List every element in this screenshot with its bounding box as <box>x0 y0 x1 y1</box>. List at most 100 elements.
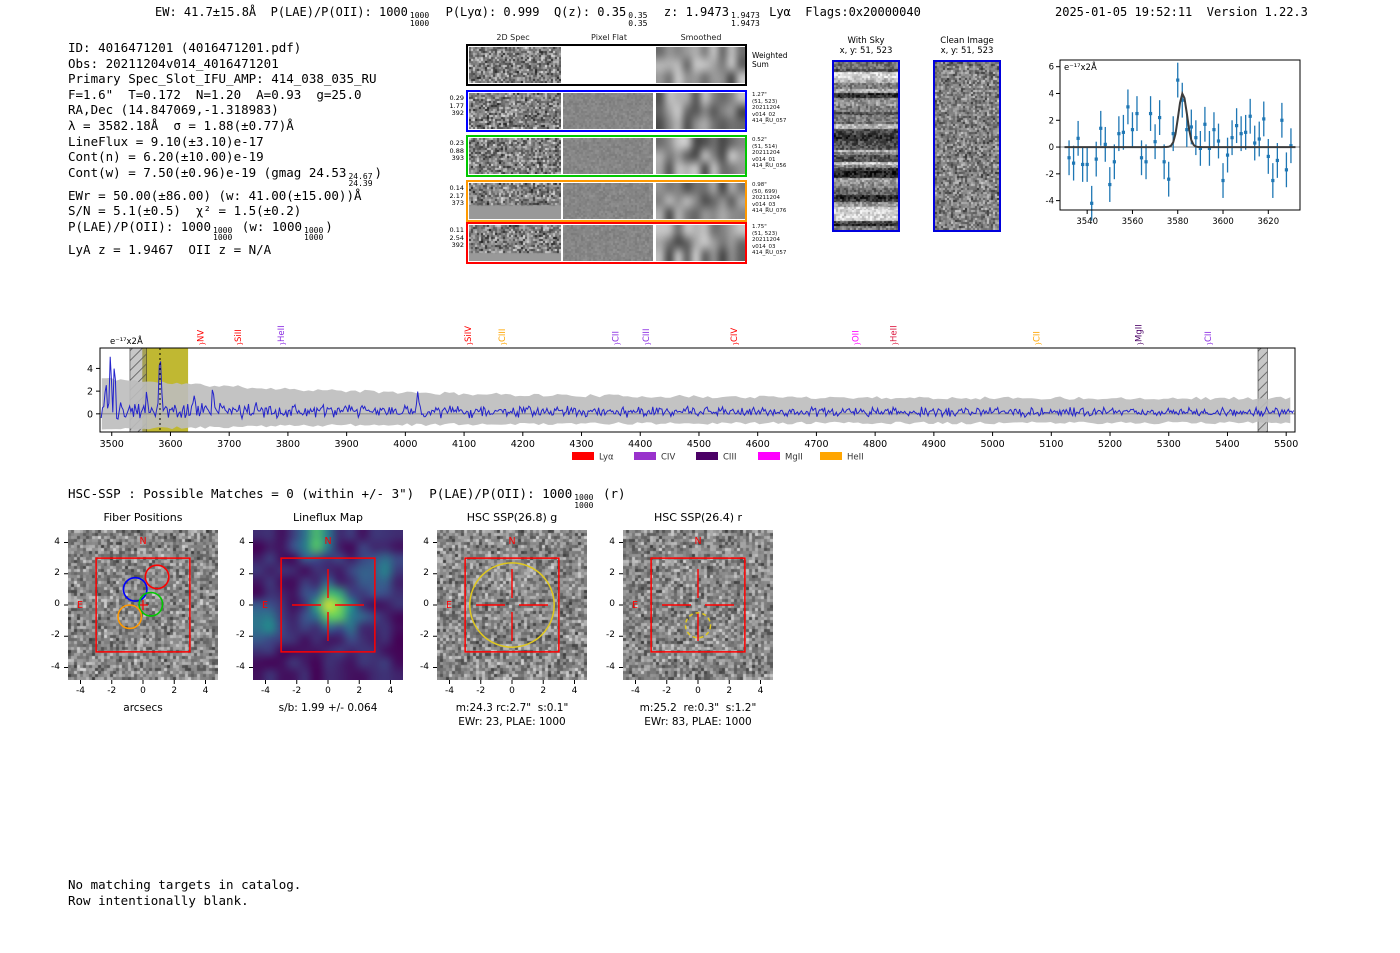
panel-xtick-label: 2 <box>540 686 547 696</box>
text-segment: F=1.6" T=0.172 N=1.20 A=0.93 g=25.0 <box>68 86 362 102</box>
grid-col-header: Pixel Flat <box>591 33 627 42</box>
fiber-id-text: 414_RU_057 <box>752 118 787 125</box>
panel-xtick-label: 2 <box>171 686 178 696</box>
panel-ytick-label: -2 <box>606 630 615 641</box>
compass-north-label: N <box>324 536 331 547</box>
spec2d-row-4 <box>466 180 747 222</box>
spec2d-row-1 <box>466 44 747 86</box>
stacked-fraction: 24.67 24.39 <box>346 173 374 188</box>
panel-caption-1-1: arcsecs <box>123 702 163 714</box>
svg-text:{: { <box>644 342 652 346</box>
text-segment: HSC-SSP : Possible Matches = 0 (within +… <box>68 486 573 501</box>
panel-ytick-label: 2 <box>239 567 245 578</box>
sky-panel-xy-text: x, y: 51, 523 <box>940 46 994 56</box>
spec2d-row1-img1 <box>469 47 561 83</box>
legend-label: HeII <box>847 453 864 463</box>
panel-xtick-label: 2 <box>726 686 733 696</box>
fiber-id-text: 0.98" <box>752 182 767 188</box>
spec2d-row5-img1 <box>469 225 561 261</box>
compass-east-label: E <box>446 600 452 611</box>
info-line-4: F=1.6" T=0.172 N=1.20 A=0.93 g=25.0 <box>68 87 382 103</box>
svg-text:5500: 5500 <box>1274 439 1298 450</box>
stacked-fraction: 1000 1000 <box>408 12 431 27</box>
text-segment: P(LAE)/P(OII): 1000 <box>68 218 211 234</box>
legend-swatch <box>696 452 718 460</box>
legend-swatch <box>820 452 842 460</box>
hsc-ssp-match-line: HSC-SSP : Possible Matches = 0 (within +… <box>68 486 626 509</box>
svg-text:{: { <box>1137 342 1145 346</box>
svg-text:6: 6 <box>1049 63 1054 73</box>
spec2d-left-labels-5: 0.11 2.54 392 <box>440 226 464 250</box>
spec2d-row-5 <box>466 222 747 264</box>
panel-xtick-label: 0 <box>140 686 146 696</box>
svg-text:-4: -4 <box>1046 197 1054 207</box>
main-chart-svg: 3500 3600 3700 3800 3900 4000 4100 4200 4300 4400… <box>87 324 1298 463</box>
line-fit-inset-chart: -4 -2 0 2 4 6 3540 3560 3580 3600 3620 e⁻¹⁷x2Å <box>1035 48 1315 233</box>
svg-text:4: 4 <box>1049 89 1054 99</box>
inset-chart-svg: -4 -2 0 2 4 6 3540 3560 3580 3600 3620 e⁻¹⁷x2Å <box>1046 59 1301 227</box>
legend-swatch <box>634 452 656 460</box>
emission-line-marker: HeII <box>277 325 287 342</box>
compass-north-label: N <box>139 536 146 547</box>
fiber-id-text: 1.27" <box>752 92 767 98</box>
fiber-id-text: 414_RU_076 <box>752 208 787 215</box>
fiber-id-text: (51, 523) <box>752 230 778 237</box>
panel-overlay-1: NE <box>64 536 206 684</box>
info-line-1: ID: 4016471201 (4016471201.pdf) <box>68 40 382 56</box>
panel-title-2: Lineflux Map <box>292 511 364 524</box>
emission-line-marker: SiII <box>234 329 244 342</box>
svg-text:4800: 4800 <box>863 439 887 450</box>
panel-title-1: Fiber Positions <box>103 511 183 524</box>
weighted-sum-text: Weighted <box>752 51 788 60</box>
sky-panel-title-text: Clean Image <box>940 36 994 46</box>
panel-title-3: HSC SSP(26.8) g <box>466 511 558 524</box>
svg-text:0: 0 <box>87 409 93 420</box>
svg-text:{: { <box>614 342 622 346</box>
text-segment: ID: 4016471201 (4016471201.pdf) <box>68 40 302 55</box>
spec2d-row4-img1 <box>469 183 561 219</box>
panel-ytick-label: 0 <box>239 599 245 609</box>
panel-caption-3-1: m:24.3 rc:2.7" s:0.1" <box>455 702 569 714</box>
fiber-id-text: 414_RU_056 <box>752 163 787 170</box>
panel-xtick-label: -4 <box>261 686 270 696</box>
panel-title-4: HSC SSP(26.4) r <box>653 511 743 524</box>
text-segment: LyA z = 1.9467 OII z = N/A <box>68 241 272 257</box>
fiber-weight-value: 0.88 <box>449 146 464 155</box>
panel-xtick-label: -4 <box>445 686 454 696</box>
svg-text:{: { <box>466 342 474 346</box>
text-segment: P(Lyα): 0.999 Q(z): 0.35 <box>431 5 627 19</box>
panel-ytick-label: 4 <box>609 536 615 547</box>
svg-text:4: 4 <box>87 364 93 375</box>
text-segment: Obs: 20211204v014_4016471201 <box>68 55 279 71</box>
fraction-top: 1000 <box>409 11 430 20</box>
svg-text:2: 2 <box>87 387 93 398</box>
fiber-id-text: 20211204 <box>752 237 780 244</box>
compass-east-label: E <box>262 600 268 611</box>
header-datetime-version: 2025-01-05 19:52:11 Version 1.22.3 <box>1055 5 1308 19</box>
svg-text:4000: 4000 <box>393 439 417 450</box>
compass-east-label: E <box>632 600 638 611</box>
sky-panel-title-text: With Sky <box>847 36 885 46</box>
svg-text:{: { <box>854 342 862 346</box>
spec2d-left-labels-2: 0.29 1.77 392 <box>440 94 464 118</box>
stacked-fraction: 1000 1000 <box>211 227 234 242</box>
header-summary-line: EW: 41.7±15.8Å P(LAE)/P(OII): 1000 1000 10… <box>155 5 921 27</box>
sky-panel-xy-text: x, y: 51, 523 <box>839 46 893 56</box>
svg-text:5400: 5400 <box>1215 439 1239 450</box>
svg-text:{: { <box>1035 342 1043 346</box>
info-line-13: LyA z = 1.9467 OII z = N/A <box>68 242 382 258</box>
panel-xtick-label: 2 <box>356 686 363 696</box>
panel-canvas-3 <box>437 530 587 680</box>
legend-label: CIV <box>661 453 675 463</box>
fraction-top: 1000 <box>304 225 324 235</box>
svg-text:{: { <box>500 342 508 346</box>
spec2d-row3-img2 <box>563 138 653 174</box>
text-segment: Cont(n) = 6.20(±10.00)e-19 <box>68 149 264 165</box>
stacked-fraction: 1000 1000 <box>302 227 325 242</box>
fiber-weight-value: 2.17 <box>449 191 464 200</box>
panel-xtick-label: 0 <box>325 686 331 696</box>
panel-xtick-label: 0 <box>509 686 515 696</box>
fiber-id-text: v014_03 <box>752 243 776 250</box>
